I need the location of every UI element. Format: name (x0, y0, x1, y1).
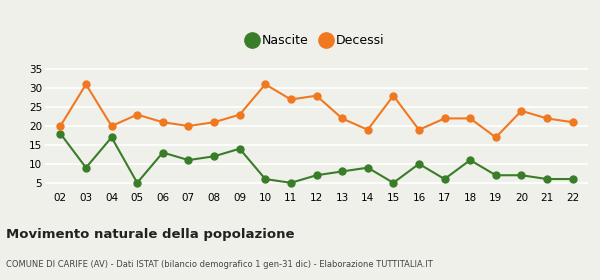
Nascite (338, 170, 346, 173)
Nascite (134, 181, 141, 185)
Decessi (159, 120, 166, 124)
Nascite (415, 162, 422, 165)
Nascite (57, 132, 64, 135)
Nascite (518, 174, 525, 177)
Nascite (287, 181, 295, 185)
Legend: Nascite, Decessi: Nascite, Decessi (244, 29, 389, 52)
Decessi (467, 117, 474, 120)
Decessi (262, 83, 269, 86)
Nascite (159, 151, 166, 154)
Text: COMUNE DI CARIFE (AV) - Dati ISTAT (bilancio demografico 1 gen-31 dic) - Elabora: COMUNE DI CARIFE (AV) - Dati ISTAT (bila… (6, 260, 433, 269)
Nascite (262, 177, 269, 181)
Text: Movimento naturale della popolazione: Movimento naturale della popolazione (6, 228, 295, 241)
Nascite (467, 158, 474, 162)
Nascite (313, 174, 320, 177)
Decessi (569, 120, 576, 124)
Decessi (108, 124, 115, 128)
Decessi (518, 109, 525, 113)
Decessi (185, 124, 192, 128)
Nascite (108, 136, 115, 139)
Decessi (441, 117, 448, 120)
Nascite (236, 147, 243, 150)
Nascite (390, 181, 397, 185)
Decessi (57, 124, 64, 128)
Nascite (544, 177, 551, 181)
Nascite (82, 166, 89, 169)
Nascite (364, 166, 371, 169)
Decessi (544, 117, 551, 120)
Decessi (364, 128, 371, 132)
Decessi (211, 120, 218, 124)
Nascite (441, 177, 448, 181)
Decessi (134, 113, 141, 116)
Nascite (569, 177, 576, 181)
Decessi (287, 98, 295, 101)
Line: Decessi: Decessi (57, 81, 576, 141)
Decessi (338, 117, 346, 120)
Decessi (390, 94, 397, 97)
Line: Nascite: Nascite (57, 130, 576, 186)
Nascite (185, 158, 192, 162)
Decessi (313, 94, 320, 97)
Decessi (415, 128, 422, 132)
Nascite (492, 174, 499, 177)
Decessi (82, 83, 89, 86)
Decessi (492, 136, 499, 139)
Nascite (211, 155, 218, 158)
Decessi (236, 113, 243, 116)
